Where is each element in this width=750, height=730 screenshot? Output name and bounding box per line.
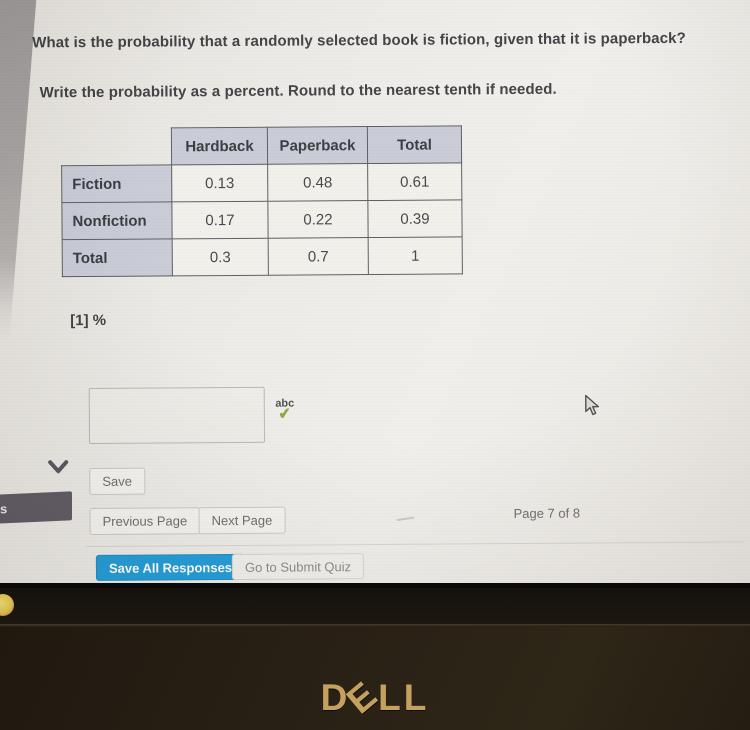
bezel-lower: DELL	[0, 627, 750, 730]
col-header-hardback: Hardback	[171, 127, 268, 165]
spellcheck-checkmark-icon: ✔	[277, 404, 292, 424]
mouse-cursor-icon	[584, 394, 602, 421]
probability-table: Hardback Paperback Total Fiction 0.13 0.…	[61, 125, 463, 277]
col-header-paperback: Paperback	[267, 126, 368, 165]
dell-letter-l2: L	[403, 677, 430, 718]
cell-nonfiction-total: 0.39	[367, 199, 463, 238]
collapsed-side-tab[interactable]: s	[0, 491, 72, 524]
save-all-responses-button[interactable]: Save All Responses	[95, 553, 246, 581]
col-header-total: Total	[367, 125, 462, 164]
collapse-chevron-icon[interactable]	[46, 454, 70, 478]
cell-total-total: 1	[368, 236, 463, 275]
bezel-sticker-dot	[0, 594, 14, 616]
spellcheck-icon[interactable]: abc ✔	[272, 398, 298, 424]
question-instruction: Write the probability as a percent. Roun…	[39, 80, 557, 102]
cell-fiction-total: 0.61	[367, 162, 462, 201]
dell-letter-d: D	[320, 677, 351, 718]
cell-nonfiction-hardback: 0.17	[171, 201, 269, 239]
row-label-total: Total	[62, 238, 173, 277]
save-button[interactable]: Save	[89, 467, 146, 495]
table-header-row: Hardback Paperback Total	[61, 125, 462, 166]
cell-fiction-hardback: 0.13	[171, 164, 268, 202]
cell-total-paperback: 0.7	[268, 237, 369, 276]
side-tab-label: s	[0, 501, 8, 517]
cell-total-hardback: 0.3	[172, 238, 269, 276]
table-row: Nonfiction 0.17 0.22 0.39	[61, 199, 463, 240]
page-indicator: Page 7 of 8	[513, 505, 581, 522]
dell-logo: DELL	[0, 672, 750, 721]
answer-blank-label: [1] %	[70, 311, 107, 330]
table-row: Total 0.3 0.7 1	[62, 236, 463, 277]
answer-input[interactable]	[88, 386, 266, 444]
footer-divider	[86, 541, 744, 548]
table-corner-cell	[61, 128, 171, 166]
question-text: What is the probability that a randomly …	[32, 29, 686, 52]
cell-nonfiction-paperback: 0.22	[267, 200, 369, 239]
laptop-bezel: DELL	[0, 583, 750, 730]
next-page-button[interactable]: Next Page	[198, 506, 286, 535]
row-label-fiction: Fiction	[61, 164, 172, 203]
bezel-ridge	[0, 624, 750, 627]
cell-fiction-paperback: 0.48	[267, 163, 368, 202]
table-row: Fiction 0.13 0.48 0.61	[61, 162, 462, 203]
go-to-submit-quiz-button[interactable]: Go to Submit Quiz	[231, 553, 365, 581]
quiz-screen: What is the probability that a randomly …	[0, 0, 750, 583]
previous-page-button[interactable]: Previous Page	[89, 507, 201, 535]
screen-bottom-edge	[0, 583, 750, 588]
dell-letter-l1: L	[378, 677, 404, 718]
bezel-upper-strip	[0, 588, 750, 624]
screen-smudge	[396, 516, 415, 522]
row-label-nonfiction: Nonfiction	[61, 201, 173, 240]
